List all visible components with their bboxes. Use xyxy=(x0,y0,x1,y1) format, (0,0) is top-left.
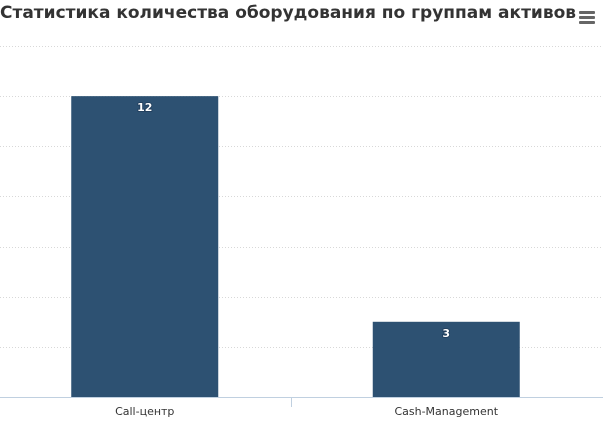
data-label-1: 12 xyxy=(137,101,152,114)
data-label-2: 3 xyxy=(442,327,450,340)
hamburger-menu-icon xyxy=(579,11,595,14)
chart-menu-button[interactable] xyxy=(579,10,595,24)
x-axis-tick-label-2: Cash-Management xyxy=(394,405,498,418)
chart-title: Статистика количества оборудования по гр… xyxy=(0,3,577,23)
bars xyxy=(71,96,520,398)
x-axis-tick-label-1: Call-центр xyxy=(115,405,174,418)
x-axis: Call-центр Cash-Management xyxy=(0,397,603,418)
bar-1[interactable] xyxy=(71,96,219,398)
data-labels: 12 3 xyxy=(136,100,451,340)
bar-2[interactable] xyxy=(372,321,520,397)
